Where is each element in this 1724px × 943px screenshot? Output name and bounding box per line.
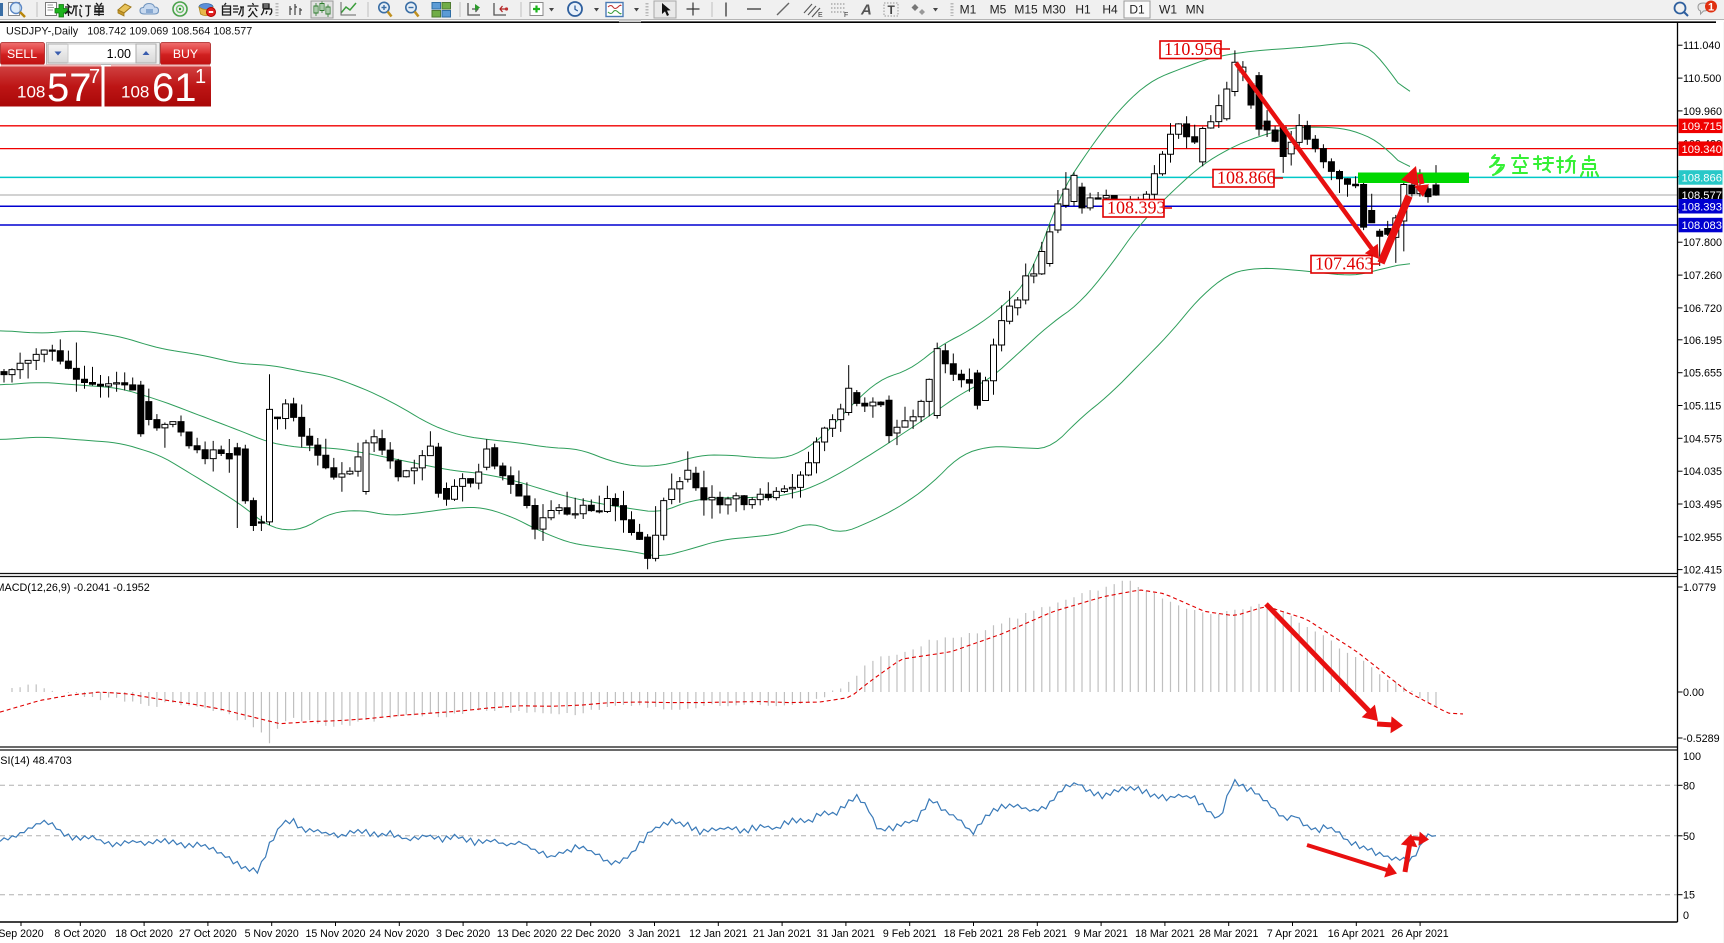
svg-text:7 Apr 2021: 7 Apr 2021	[1267, 928, 1318, 940]
svg-text:15 Nov 2020: 15 Nov 2020	[305, 928, 365, 940]
svg-text:111.040: 111.040	[1683, 40, 1720, 52]
svg-text:18 Mar 2021: 18 Mar 2021	[1135, 928, 1195, 940]
svg-text:MACD(12,26,9) -0.2041 -0.1952: MACD(12,26,9) -0.2041 -0.1952	[0, 582, 150, 594]
svg-text:USDJPY-,Daily 108.742 109.06: USDJPY-,Daily 108.742 109.069 108.564 10…	[6, 26, 252, 38]
svg-text:M5: M5	[990, 3, 1007, 17]
svg-text:28 Mar 2021: 28 Mar 2021	[1199, 928, 1259, 940]
svg-text:102.415: 102.415	[1683, 565, 1722, 577]
svg-text:15: 15	[1683, 890, 1695, 902]
svg-text:109.340: 109.340	[1682, 144, 1722, 156]
svg-text:D1: D1	[1129, 3, 1145, 17]
svg-text:21 Jan 2021: 21 Jan 2021	[753, 928, 811, 940]
svg-text:109.715: 109.715	[1682, 121, 1722, 133]
svg-text:13 Dec 2020: 13 Dec 2020	[497, 928, 557, 940]
svg-text:57: 57	[47, 66, 92, 110]
svg-text:100: 100	[1683, 751, 1701, 763]
svg-text:110.500: 110.500	[1683, 73, 1721, 85]
svg-text:61: 61	[152, 66, 197, 110]
svg-text:8 Oct 2020: 8 Oct 2020	[54, 928, 106, 940]
svg-text:RSI(14) 48.4703: RSI(14) 48.4703	[0, 755, 72, 767]
svg-text:5 Nov 2020: 5 Nov 2020	[245, 928, 299, 940]
svg-text:1: 1	[1708, 2, 1714, 14]
svg-text:108: 108	[121, 83, 149, 102]
svg-text:BUY: BUY	[173, 47, 198, 61]
svg-text:106.720: 106.720	[1683, 303, 1722, 315]
svg-text:108: 108	[17, 83, 45, 102]
svg-text:108.083: 108.083	[1682, 220, 1722, 232]
svg-text:107.260: 107.260	[1683, 270, 1722, 282]
svg-text:Sep 2020: Sep 2020	[0, 928, 44, 940]
svg-text:18 Feb 2021: 18 Feb 2021	[944, 928, 1004, 940]
svg-text:7: 7	[89, 66, 100, 88]
svg-text:T: T	[888, 3, 896, 17]
svg-text:0.00: 0.00	[1683, 687, 1704, 699]
svg-text:106.195: 106.195	[1683, 335, 1722, 347]
svg-text:MN: MN	[1186, 3, 1205, 17]
svg-text:E: E	[818, 12, 823, 19]
svg-text:109.960: 109.960	[1683, 106, 1722, 118]
svg-text:80: 80	[1683, 780, 1695, 792]
svg-text:M30: M30	[1042, 3, 1066, 17]
svg-text:104.035: 104.035	[1683, 466, 1722, 478]
svg-text:31 Jan 2021: 31 Jan 2021	[817, 928, 875, 940]
svg-text:50: 50	[1683, 831, 1695, 843]
svg-text:9 Mar 2021: 9 Mar 2021	[1074, 928, 1128, 940]
svg-text:102.955: 102.955	[1683, 532, 1722, 544]
svg-text:F: F	[844, 12, 848, 19]
svg-text:SELL: SELL	[7, 47, 37, 61]
svg-text:1: 1	[195, 66, 206, 88]
svg-text:1.00: 1.00	[107, 47, 131, 61]
svg-text:28 Feb 2021: 28 Feb 2021	[1008, 928, 1068, 940]
svg-text:12 Jan 2021: 12 Jan 2021	[689, 928, 747, 940]
svg-text:108.393: 108.393	[1682, 201, 1722, 213]
svg-text:M15: M15	[1014, 3, 1038, 17]
svg-text:1.0779: 1.0779	[1683, 582, 1716, 594]
svg-text:110.956: 110.956	[1164, 39, 1222, 59]
svg-text:108.866: 108.866	[1682, 173, 1722, 185]
svg-text:3 Jan 2021: 3 Jan 2021	[628, 928, 681, 940]
svg-text:M1: M1	[960, 3, 977, 17]
svg-text:-0.5289: -0.5289	[1683, 733, 1720, 745]
svg-text:107.463: 107.463	[1315, 254, 1374, 274]
svg-text:18 Oct 2020: 18 Oct 2020	[115, 928, 173, 940]
svg-text:W1: W1	[1159, 3, 1177, 17]
svg-text:3 Dec 2020: 3 Dec 2020	[436, 928, 490, 940]
svg-text:0: 0	[1683, 910, 1689, 922]
svg-text:104.575: 104.575	[1683, 433, 1722, 445]
svg-text:16 Apr 2021: 16 Apr 2021	[1328, 928, 1385, 940]
svg-text:103.495: 103.495	[1683, 499, 1722, 511]
svg-text:105.115: 105.115	[1683, 401, 1721, 413]
svg-text:9 Feb 2021: 9 Feb 2021	[883, 928, 937, 940]
svg-text:24 Nov 2020: 24 Nov 2020	[369, 928, 429, 940]
svg-text:27 Oct 2020: 27 Oct 2020	[179, 928, 237, 940]
svg-text:108.393: 108.393	[1107, 198, 1166, 218]
svg-text:A: A	[860, 2, 872, 19]
svg-text:H1: H1	[1075, 3, 1091, 17]
svg-text:H4: H4	[1102, 3, 1118, 17]
svg-text:107.800: 107.800	[1683, 237, 1722, 249]
svg-text:22 Dec 2020: 22 Dec 2020	[561, 928, 621, 940]
svg-text:26 Apr 2021: 26 Apr 2021	[1392, 928, 1449, 940]
svg-text:108.866: 108.866	[1217, 168, 1276, 188]
svg-text:105.655: 105.655	[1683, 368, 1722, 380]
